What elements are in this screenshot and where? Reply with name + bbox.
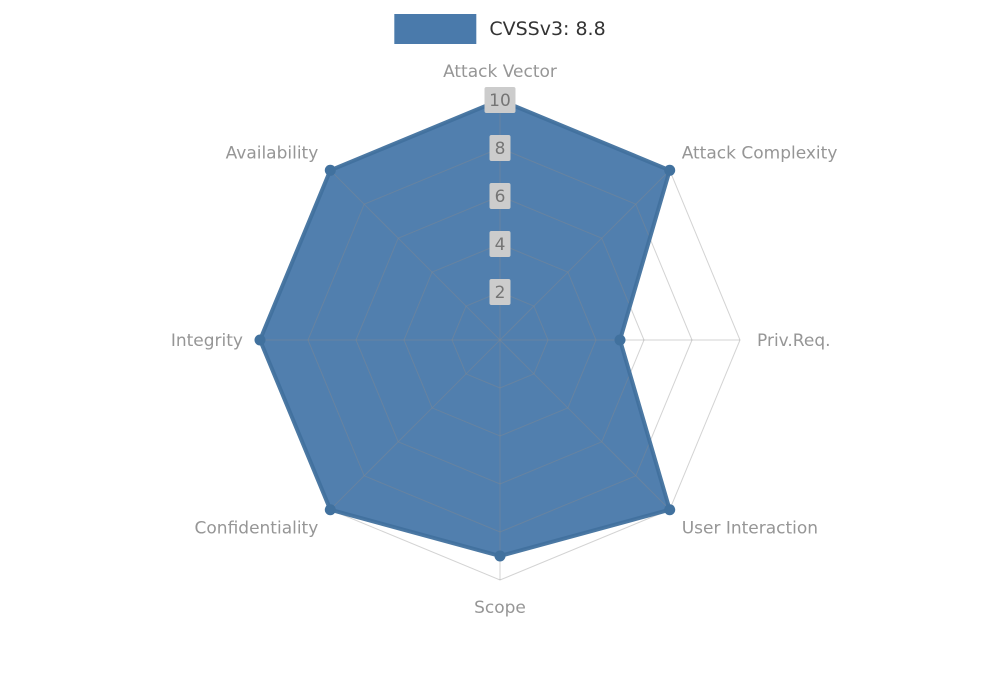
legend-swatch: [394, 14, 477, 44]
axis-labels: Attack Vector Attack Complexity Priv.Req. U…: [171, 62, 838, 618]
axis-label: Priv.Req.: [757, 331, 831, 351]
series-point: [494, 550, 506, 562]
series-point: [664, 504, 676, 516]
grid-spoke: [329, 169, 501, 341]
grid-ring: [307, 147, 693, 533]
series-point: [614, 334, 626, 346]
tick-label: 6: [495, 187, 506, 207]
grid-ring: [451, 291, 549, 389]
tick-label: 10: [489, 91, 511, 111]
tick-label: 4: [495, 235, 506, 255]
axis-label: User Interaction: [682, 519, 818, 539]
tick-labels: 2 4 6 8 10: [484, 87, 516, 305]
axis-label: Availability: [226, 143, 319, 163]
chart-legend: CVSSv3: 8.8: [394, 14, 606, 44]
axis-label: Confidentiality: [195, 519, 319, 539]
tick-label-bg: [489, 231, 511, 257]
tick-label-bg: [489, 183, 511, 209]
grid-spoke: [329, 339, 501, 511]
tick-label-bg: [489, 135, 511, 161]
tick-label: 8: [495, 139, 506, 159]
axis-label: Scope: [474, 598, 526, 618]
axis-label: Integrity: [171, 331, 243, 351]
series-point: [324, 164, 336, 176]
tick-label-bg: [489, 279, 511, 305]
legend-label: CVSSv3: 8.8: [489, 18, 606, 40]
grid-ring: [403, 243, 597, 437]
grid-ring: [355, 195, 645, 485]
series-point: [664, 164, 676, 176]
axis-label: Attack Complexity: [682, 143, 838, 163]
tick-label-bg: [484, 87, 516, 113]
series-point: [254, 334, 266, 346]
series-point: [324, 504, 336, 516]
grid-spoke: [499, 339, 671, 511]
tick-label: 2: [495, 283, 506, 303]
axis-label: Attack Vector: [443, 62, 557, 82]
series-area: [260, 100, 670, 556]
radar-grid: [259, 99, 741, 581]
grid-spoke: [499, 169, 671, 341]
